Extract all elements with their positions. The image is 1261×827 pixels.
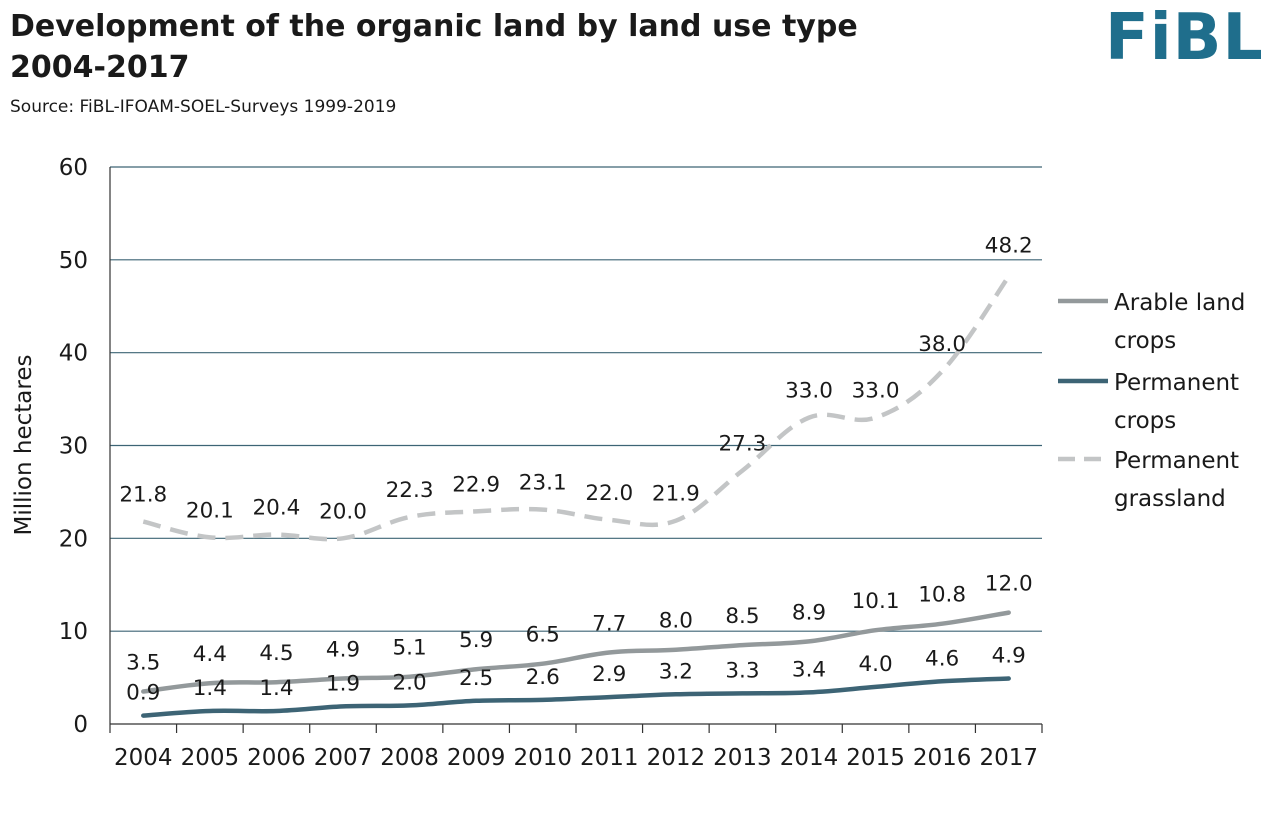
data-label-grassland-2013: 27.3 bbox=[718, 432, 766, 457]
x-tick-label-2008: 2008 bbox=[380, 745, 439, 771]
x-tick-label-2015: 2015 bbox=[846, 745, 905, 771]
series-line-permanent_crops bbox=[141, 676, 1011, 718]
data-label-grassland-2011: 22.0 bbox=[585, 481, 633, 506]
x-tick-label-2014: 2014 bbox=[780, 745, 839, 771]
data-label-permanent_crops-2015: 4.0 bbox=[858, 652, 892, 677]
x-tick-label-2012: 2012 bbox=[647, 745, 706, 771]
y-tick-label-20: 20 bbox=[59, 526, 88, 552]
data-label-arable-2004: 3.5 bbox=[126, 651, 160, 676]
data-label-grassland-2008: 22.3 bbox=[386, 478, 434, 503]
data-label-grassland-2004: 21.8 bbox=[119, 483, 167, 508]
data-label-permanent_crops-2004: 0.9 bbox=[126, 681, 160, 706]
legend-label-arable: Arable land bbox=[1114, 290, 1245, 316]
fibl-logo: FiBL bbox=[1105, 1, 1261, 75]
data-label-permanent_crops-2011: 2.9 bbox=[592, 662, 626, 687]
x-tick-label-2004: 2004 bbox=[114, 745, 173, 771]
data-label-grassland-2012: 21.9 bbox=[652, 482, 700, 507]
data-label-arable-2011: 7.7 bbox=[592, 612, 626, 637]
data-label-arable-2015: 10.1 bbox=[852, 589, 900, 614]
x-tick-label-2013: 2013 bbox=[713, 745, 772, 771]
legend-label-grassland: grassland bbox=[1114, 486, 1226, 512]
data-label-grassland-2007: 20.0 bbox=[319, 499, 367, 524]
legend-label-permanent_crops: Permanent bbox=[1114, 370, 1239, 396]
data-label-permanent_crops-2014: 3.4 bbox=[792, 657, 826, 682]
data-label-permanent_crops-2010: 2.6 bbox=[526, 665, 560, 690]
x-tick-label-2005: 2005 bbox=[181, 745, 240, 771]
series-line-grassland bbox=[142, 275, 1011, 542]
legend-label-permanent_crops: crops bbox=[1114, 408, 1176, 434]
legend: Arable land crops Permanent crops Permanent g… bbox=[1058, 290, 1245, 512]
data-label-arable-2013: 8.5 bbox=[725, 604, 759, 629]
data-label-permanent_crops-2008: 2.0 bbox=[392, 670, 426, 695]
data-label-grassland-2009: 22.9 bbox=[452, 472, 500, 497]
data-label-arable-2006: 4.5 bbox=[259, 641, 293, 666]
data-label-permanent_crops-2017: 4.9 bbox=[992, 644, 1026, 669]
gridlines bbox=[110, 166, 1042, 632]
y-axis-label: Million hectares bbox=[11, 355, 37, 536]
data-label-grassland-2015: 33.0 bbox=[852, 379, 900, 404]
data-label-grassland-2006: 20.4 bbox=[252, 496, 300, 521]
data-label-arable-2014: 8.9 bbox=[792, 600, 826, 625]
x-tick-label-2017: 2017 bbox=[979, 745, 1038, 771]
chart-title-line-1: Development of the organic land by land … bbox=[10, 9, 858, 44]
data-label-permanent_crops-2006: 1.4 bbox=[259, 676, 293, 701]
x-tick-label-2016: 2016 bbox=[913, 745, 972, 771]
y-tick-label-0: 0 bbox=[73, 712, 88, 738]
data-label-permanent_crops-2012: 3.2 bbox=[659, 659, 693, 684]
data-label-grassland-2005: 20.1 bbox=[186, 498, 234, 523]
x-tick-label-2009: 2009 bbox=[447, 745, 506, 771]
data-label-arable-2007: 4.9 bbox=[326, 638, 360, 663]
data-label-arable-2010: 6.5 bbox=[526, 623, 560, 648]
series-lines bbox=[141, 275, 1011, 718]
chart-title-line-2: 2004-2017 bbox=[10, 50, 190, 85]
legend-label-grassland: Permanent bbox=[1114, 448, 1239, 474]
chart-title: Development of the organic land by land … bbox=[10, 6, 858, 88]
data-label-grassland-2014: 33.0 bbox=[785, 379, 833, 404]
data-label-grassland-2017: 48.2 bbox=[985, 234, 1033, 259]
data-label-permanent_crops-2007: 1.9 bbox=[326, 671, 360, 696]
axes: 0 10 20 30 40 50 60 2004 2005 2006 2007 2008 2009 201… bbox=[59, 155, 1043, 771]
series-line-arable bbox=[141, 610, 1011, 694]
data-label-arable-2016: 10.8 bbox=[918, 583, 966, 608]
data-label-arable-2008: 5.1 bbox=[392, 636, 426, 661]
legend-label-arable: crops bbox=[1114, 328, 1176, 354]
x-tick-label-2010: 2010 bbox=[513, 745, 572, 771]
data-label-grassland-2010: 23.1 bbox=[519, 471, 567, 496]
data-label-permanent_crops-2005: 1.4 bbox=[193, 676, 227, 701]
x-tick-label-2007: 2007 bbox=[314, 745, 373, 771]
y-tick-label-30: 30 bbox=[59, 434, 88, 460]
x-tick-label-2011: 2011 bbox=[580, 745, 639, 771]
data-label-permanent_crops-2009: 2.5 bbox=[459, 666, 493, 691]
data-label-arable-2017: 12.0 bbox=[985, 572, 1033, 597]
x-tick-label-2006: 2006 bbox=[247, 745, 306, 771]
y-tick-label-50: 50 bbox=[59, 248, 88, 274]
data-label-grassland-2016: 38.0 bbox=[918, 332, 966, 357]
y-tick-label-60: 60 bbox=[59, 155, 88, 181]
data-labels: 3.5 4.4 4.5 4.9 5.1 5.9 6.5 7.7 8.0 8.5 8.9 10.1 10.… bbox=[119, 234, 1032, 706]
data-label-arable-2012: 8.0 bbox=[659, 609, 693, 634]
y-tick-label-10: 10 bbox=[59, 619, 88, 645]
chart-source: Source: FiBL-IFOAM-SOEL-Surveys 1999-201… bbox=[10, 97, 397, 117]
data-label-permanent_crops-2013: 3.3 bbox=[725, 658, 759, 683]
data-label-permanent_crops-2016: 4.6 bbox=[925, 646, 959, 671]
data-label-arable-2009: 5.9 bbox=[459, 628, 493, 653]
data-label-arable-2005: 4.4 bbox=[193, 642, 227, 667]
y-tick-label-40: 40 bbox=[59, 341, 88, 367]
